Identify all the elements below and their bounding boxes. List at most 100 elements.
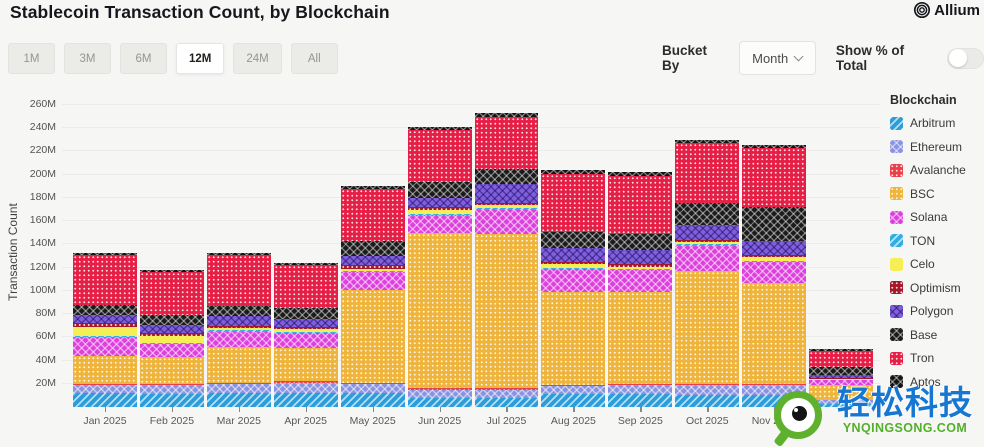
- bar-sep-2025: [608, 172, 672, 407]
- bar-segment-polygon: [675, 225, 739, 240]
- range-button-all[interactable]: All: [291, 43, 338, 74]
- watermark-text: 轻松科技 YNQINGSONG.COM: [828, 385, 982, 435]
- bar-segment-bsc: [408, 233, 472, 389]
- brand-name: Allium: [934, 2, 980, 19]
- range-button-6m[interactable]: 6M: [120, 43, 167, 74]
- bars-row: [62, 95, 880, 407]
- bar-segment-base: [809, 367, 873, 375]
- x-tick-mark: [239, 407, 241, 412]
- watermark-cn-text: 轻松科技: [828, 385, 982, 421]
- show-pct-label: Show % of Total: [836, 43, 937, 73]
- x-tick-cell: May 2025: [341, 407, 405, 437]
- bucket-by-label: Bucket By: [662, 43, 727, 73]
- legend-item-avalanche[interactable]: Avalanche: [890, 163, 984, 177]
- range-button-12m[interactable]: 12M: [176, 43, 224, 74]
- bar-apr-2025: [274, 263, 338, 407]
- y-tick-label: 140M: [30, 237, 56, 249]
- legend-item-tron[interactable]: Tron: [890, 351, 984, 365]
- bar-segment-ethereum: [140, 385, 204, 394]
- y-tick-label: 100M: [30, 284, 56, 296]
- legend-item-celo[interactable]: Celo: [890, 257, 984, 271]
- legend-item-solana[interactable]: Solana: [890, 210, 984, 224]
- bar-segment-base: [408, 182, 472, 198]
- x-tick-cell: Jan 2025: [73, 407, 137, 437]
- x-tick-mark: [373, 407, 375, 412]
- legend-item-optimism[interactable]: Optimism: [890, 281, 984, 295]
- legend-item-base[interactable]: Base: [890, 328, 984, 342]
- bar-segment-ethereum: [608, 385, 672, 394]
- x-tick-mark: [707, 407, 709, 412]
- legend-item-arbitrum[interactable]: Arbitrum: [890, 116, 984, 130]
- legend-label: TON: [910, 234, 935, 248]
- range-button-24m[interactable]: 24M: [233, 43, 281, 74]
- bar-segment-bsc: [675, 271, 739, 384]
- bar-segment-solana: [742, 262, 806, 283]
- bar-segment-base: [675, 203, 739, 225]
- watermark: 轻松科技 YNQINGSONG.COM: [774, 385, 982, 447]
- x-tick-mark: [105, 407, 107, 412]
- bar-segment-arbitrum: [274, 393, 338, 407]
- bar-mar-2025: [207, 253, 271, 407]
- bar-segment-solana: [341, 272, 405, 289]
- bar-segment-tron: [742, 148, 806, 207]
- page-title: Stablecoin Transaction Count, by Blockch…: [10, 2, 390, 23]
- bar-segment-polygon: [408, 198, 472, 207]
- legend-swatch-optimism: [890, 281, 903, 294]
- x-tick-mark: [573, 407, 575, 412]
- bar-segment-ethereum: [274, 383, 338, 393]
- bar-segment-celo: [140, 336, 204, 343]
- x-tick-mark: [440, 407, 442, 412]
- legend-item-bsc[interactable]: BSC: [890, 187, 984, 201]
- bar-nov-2025: [742, 145, 806, 407]
- x-tick-cell: Apr 2025: [274, 407, 338, 437]
- legend-label: Optimism: [910, 281, 961, 295]
- legend-swatch-bsc: [890, 187, 903, 200]
- bar-segment-solana: [274, 333, 338, 348]
- legend-label: Arbitrum: [910, 116, 955, 130]
- bar-segment-bsc: [742, 283, 806, 384]
- bucket-dropdown[interactable]: Month: [739, 41, 816, 75]
- bar-segment-base: [207, 306, 271, 316]
- bar-segment-bsc: [207, 347, 271, 383]
- show-pct-toggle[interactable]: [947, 48, 984, 69]
- bar-segment-bsc: [274, 348, 338, 382]
- bar-segment-tron: [207, 255, 271, 306]
- bar-segment-ethereum: [73, 385, 137, 393]
- y-tick-label: 200M: [30, 168, 56, 180]
- bar-segment-base: [73, 305, 137, 315]
- x-tick-cell: Aug 2025: [541, 407, 605, 437]
- bar-segment-bsc: [140, 357, 204, 384]
- y-tick-label: 260M: [30, 98, 56, 110]
- range-button-1m[interactable]: 1M: [8, 43, 55, 74]
- legend-item-ton[interactable]: TON: [890, 234, 984, 248]
- bar-segment-polygon: [207, 316, 271, 325]
- bar-segment-polygon: [341, 256, 405, 265]
- bar-segment-base: [742, 207, 806, 241]
- bar-segment-base: [341, 241, 405, 256]
- bar-segment-polygon: [73, 315, 137, 323]
- bar-segment-arbitrum: [73, 393, 137, 407]
- allium-rings-icon: [913, 1, 931, 19]
- bar-segment-bsc: [73, 356, 137, 384]
- bar-segment-solana: [73, 337, 137, 356]
- x-tick-mark: [506, 407, 508, 412]
- y-tick-label: 80M: [36, 307, 56, 319]
- y-tick-label: 180M: [30, 191, 56, 203]
- y-tick-label: 60M: [36, 330, 56, 342]
- x-tick-cell: Jul 2025: [475, 407, 539, 437]
- range-button-3m[interactable]: 3M: [64, 43, 111, 74]
- legend-label: Ethereum: [910, 140, 962, 154]
- chevron-down-icon: [794, 51, 804, 61]
- legend-item-polygon[interactable]: Polygon: [890, 304, 984, 318]
- bar-segment-ethereum: [408, 390, 472, 398]
- bar-oct-2025: [675, 140, 739, 407]
- bar-segment-ethereum: [207, 384, 271, 393]
- legend-swatch-celo: [890, 258, 903, 271]
- legend-item-ethereum[interactable]: Ethereum: [890, 140, 984, 154]
- bar-segment-arbitrum: [408, 398, 472, 407]
- y-tick-label: 40M: [36, 354, 56, 366]
- bar-segment-base: [608, 234, 672, 250]
- x-tick-cell: Sep 2025: [608, 407, 672, 437]
- bar-segment-base: [475, 169, 539, 184]
